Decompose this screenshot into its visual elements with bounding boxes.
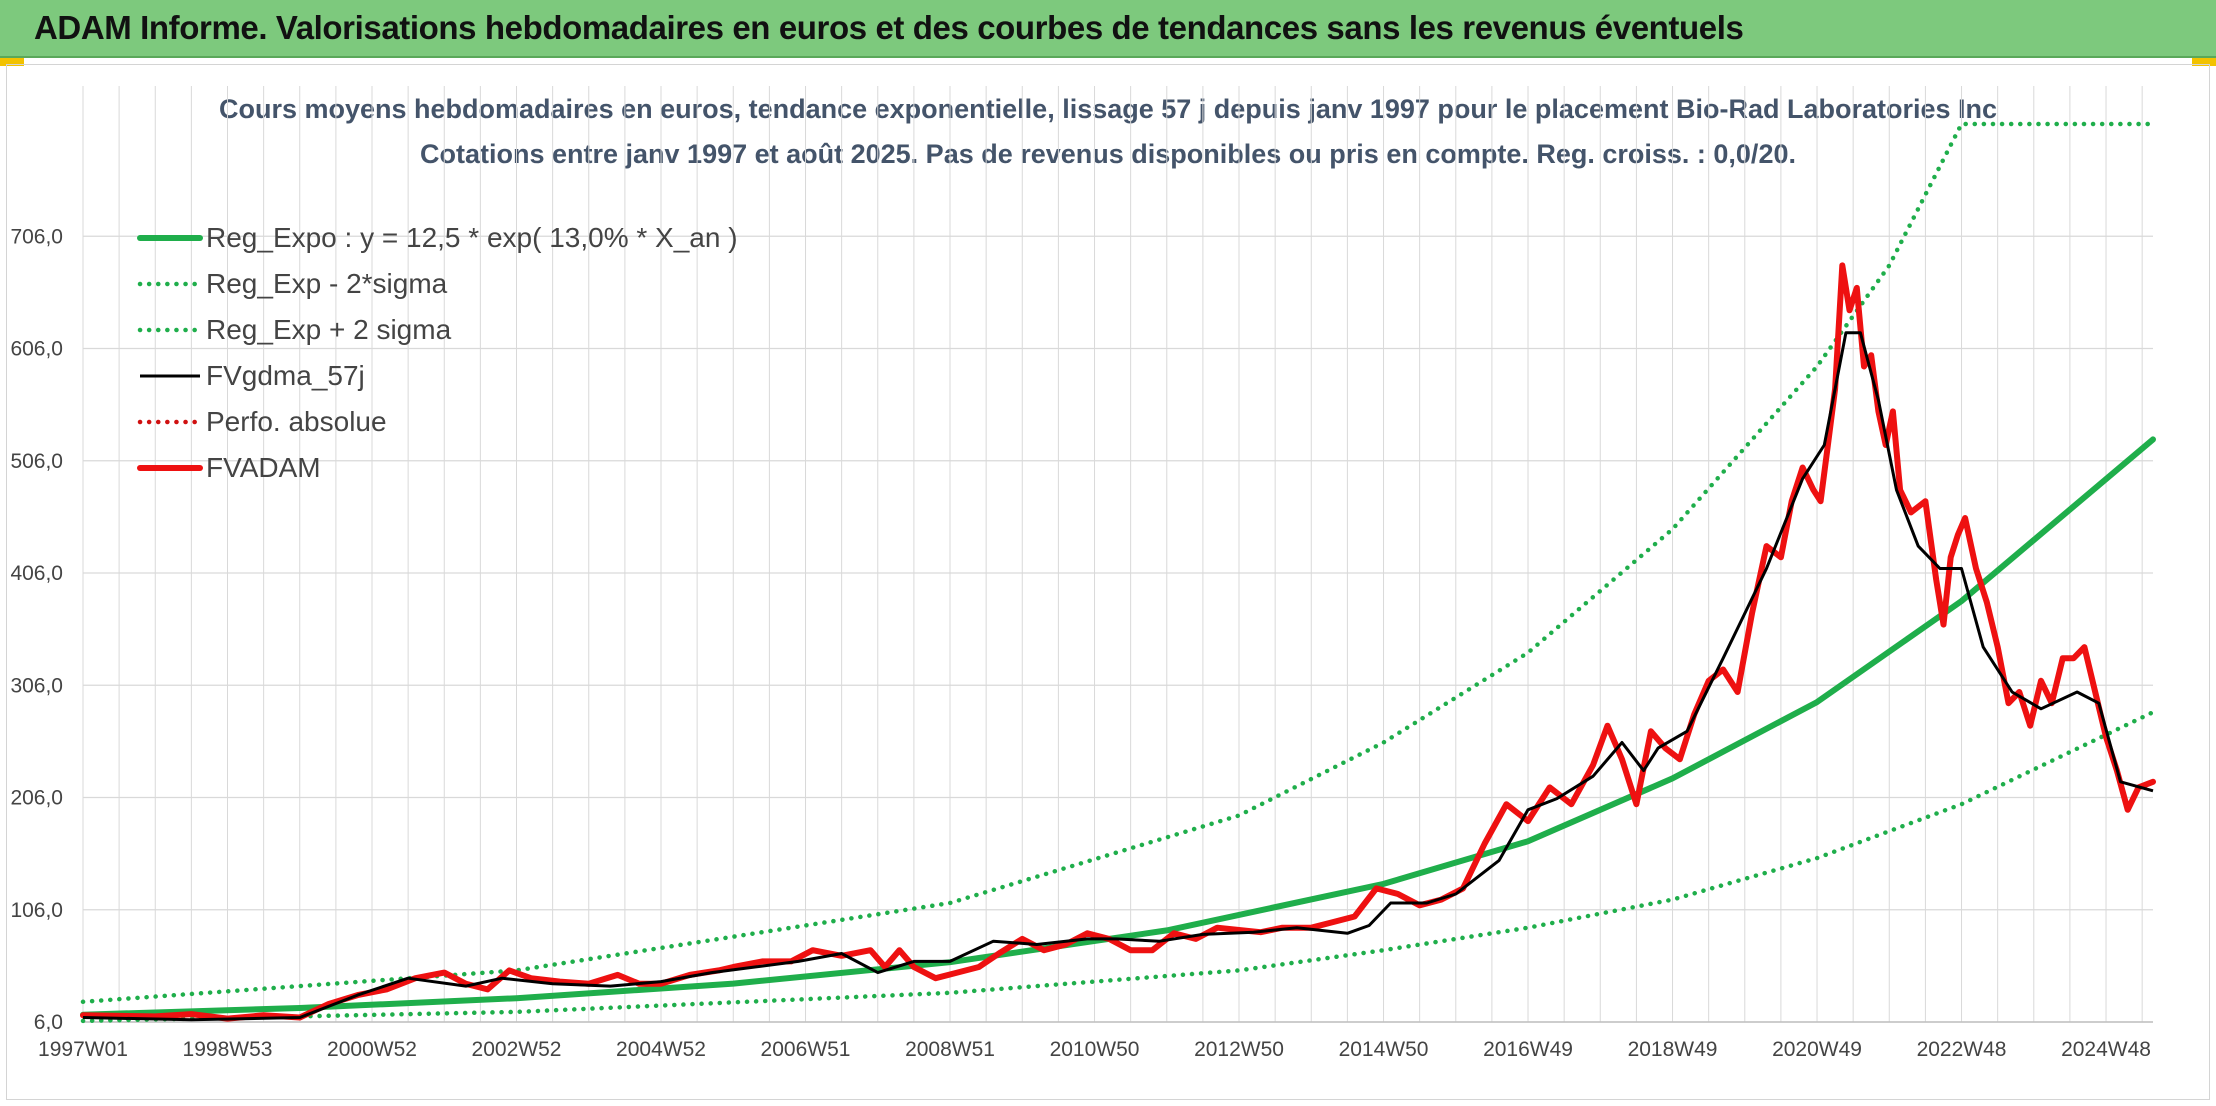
x-tick-label: 1998W53 <box>183 1038 273 1061</box>
x-tick-label: 2008W51 <box>905 1038 995 1061</box>
chart-grid <box>82 86 2153 1023</box>
x-tick-label: 2014W50 <box>1339 1038 1429 1061</box>
y-tick-label: 506,0 <box>10 450 63 473</box>
series-line-5 <box>80 262 2156 1022</box>
y-tick-label: 706,0 <box>10 225 63 248</box>
y-tick-label: 606,0 <box>10 338 63 361</box>
x-tick-label: 2006W51 <box>761 1038 851 1061</box>
y-tick-label: 106,0 <box>10 899 63 922</box>
series-line-2 <box>80 121 2156 1005</box>
y-tick-label: 206,0 <box>10 787 63 810</box>
series-line-0 <box>80 436 2156 1018</box>
legend-label: Reg_Exp + 2 sigma <box>206 314 452 345</box>
chart-legend: Reg_Expo : y = 12,5 * exp( 13,0% * X_an … <box>137 222 738 483</box>
x-tick-label: 2020W49 <box>1772 1038 1862 1061</box>
x-tick-label: 2012W50 <box>1194 1038 1284 1061</box>
y-tick-label: 406,0 <box>10 562 63 585</box>
report-title: ADAM Informe. Valorisations hebdomadaire… <box>34 9 1744 46</box>
legend-label: FVADAM <box>206 452 321 483</box>
banner-corner-left <box>0 58 24 66</box>
series-line-3 <box>82 331 2154 1022</box>
legend-label: Perfo. absolue <box>206 406 387 437</box>
x-tick-label: 2018W49 <box>1628 1038 1718 1061</box>
x-tick-label: 1997W01 <box>38 1038 128 1061</box>
chart-series <box>80 121 2156 1024</box>
chart-subtitle: Cotations entre janv 1997 et août 2025. … <box>420 139 1796 169</box>
series-line-1 <box>80 709 2156 1024</box>
x-tick-label: 2002W52 <box>472 1038 562 1061</box>
legend-label: FVgdma_57j <box>206 360 365 391</box>
x-tick-label: 2022W48 <box>1917 1038 2007 1061</box>
x-tick-label: 2016W49 <box>1483 1038 1573 1061</box>
x-tick-label: 2000W52 <box>327 1038 417 1061</box>
x-tick-label: 2010W50 <box>1050 1038 1140 1061</box>
banner-corner-right <box>2192 58 2216 66</box>
x-tick-label: 2004W52 <box>616 1038 706 1061</box>
x-tick-label: 2024W48 <box>2061 1038 2151 1061</box>
legend-label: Reg_Expo : y = 12,5 * exp( 13,0% * X_an … <box>206 222 738 253</box>
report-banner: ADAM Informe. Valorisations hebdomadaire… <box>0 0 2216 58</box>
chart-frame <box>6 64 2210 1100</box>
y-tick-label: 6,0 <box>34 1011 63 1034</box>
y-tick-label: 306,0 <box>10 674 63 697</box>
chart-title: Cours moyens hebdomadaires en euros, ten… <box>218 94 1998 124</box>
chart-axes: 1997W01 1998W53 2000W52 2002W52 2004W52 2006W… <box>10 225 2153 1061</box>
legend-label: Reg_Exp - 2*sigma <box>206 268 448 299</box>
